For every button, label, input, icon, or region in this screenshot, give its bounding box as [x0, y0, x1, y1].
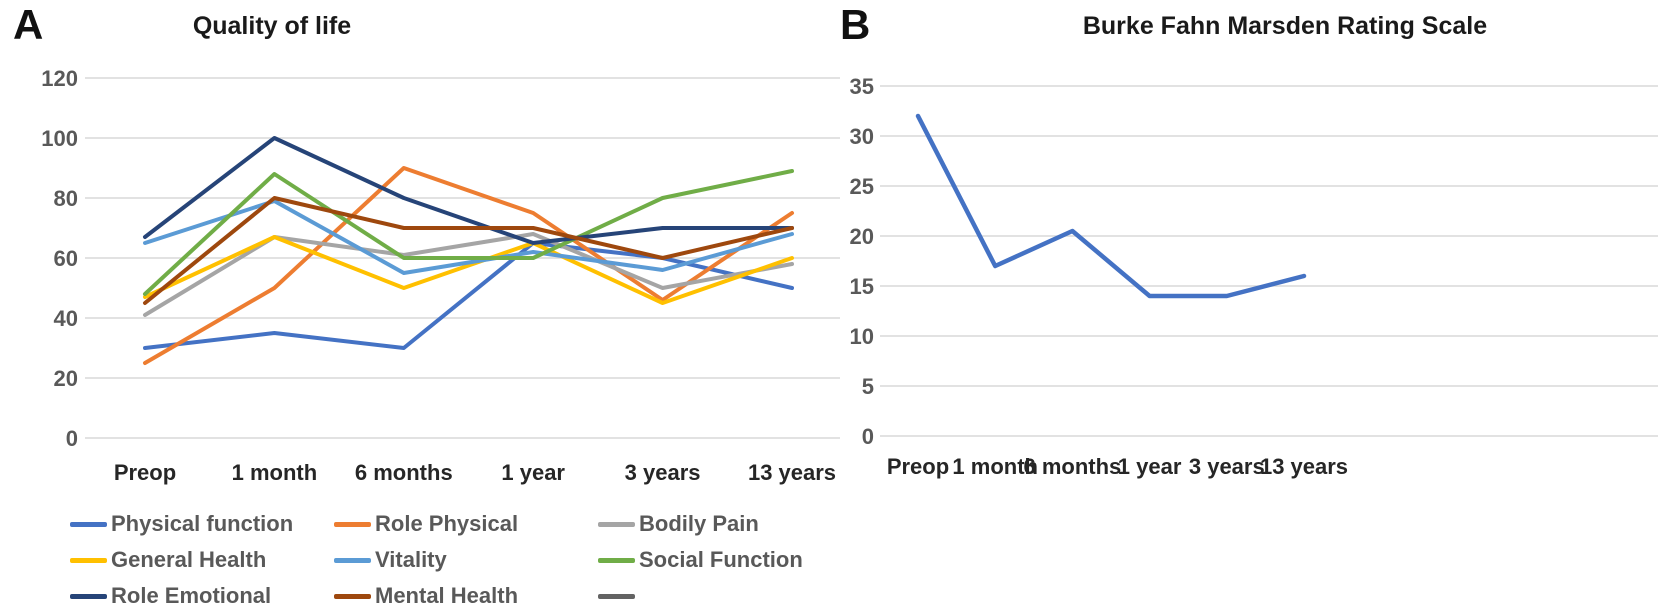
legend-swatch-icon [598, 521, 635, 527]
legend-item: Role Physical [334, 511, 598, 537]
x-axis-label: 6 months [355, 460, 453, 485]
y-tick-label: 20 [850, 224, 874, 249]
x-axis-label: 13 years [1260, 454, 1348, 479]
x-axis-label: 1 month [232, 460, 318, 485]
series-line-social-function [143, 169, 794, 296]
y-tick-label: 5 [862, 374, 874, 399]
legend-item: Bodily Pain [598, 511, 759, 537]
legend-swatch-icon [598, 557, 635, 563]
x-axis-label: 6 months [1024, 454, 1122, 479]
legend-label: Vitality [375, 547, 447, 572]
legend-row: General Health Vitality Social Function [70, 542, 830, 578]
y-tick-label: 15 [850, 274, 874, 299]
x-axis-label: 13 years [748, 460, 836, 485]
x-axis-label: 1 year [1118, 454, 1182, 479]
y-tick-label: 10 [850, 324, 874, 349]
legend-label: General Health [111, 547, 267, 572]
y-tick-label: 100 [41, 126, 78, 151]
x-axis-label: 3 years [625, 460, 701, 485]
x-axis-label: 3 years [1189, 454, 1265, 479]
legend-item: Mental Health [334, 583, 598, 608]
x-axis-label: 1 month [952, 454, 1038, 479]
panel-b-letter: B [840, 1, 871, 48]
legend-item [598, 593, 639, 599]
legend-item: Role Emotional [70, 583, 334, 608]
legend-item: Social Function [598, 547, 803, 573]
series-line-bodily-pain [143, 232, 794, 317]
series-line-vitality [143, 199, 794, 275]
legend-label: Mental Health [375, 583, 519, 608]
x-axis-label: Preop [114, 460, 176, 485]
y-tick-label: 120 [41, 66, 78, 91]
y-tick-label: 80 [54, 186, 78, 211]
legend-item: Physical function [70, 511, 334, 537]
legend-item: Vitality [334, 547, 598, 573]
series-line-mental-health [143, 196, 794, 305]
series-line-unnamed [915, 113, 1307, 299]
x-axis-label: 1 year [501, 460, 565, 485]
quality-of-life-legend: Physical function Role Physical Bodily Pai… [70, 506, 830, 608]
legend-label: Role Emotional [111, 583, 272, 608]
legend-swatch-icon [334, 521, 371, 527]
series-line-general-health [143, 235, 794, 305]
y-tick-label: 20 [54, 366, 78, 391]
legend-label: Social Function [639, 547, 803, 572]
bfm-rating-scale-title: Burke Fahn Marsden Rating Scale [1082, 12, 1488, 40]
panel-a-letter: A [13, 1, 44, 48]
x-axis-label: Preop [887, 454, 949, 479]
legend-label: Physical function [111, 511, 294, 536]
quality-of-life-title: Quality of life [192, 12, 352, 40]
legend-swatch-icon [70, 557, 107, 563]
series-line-role-emotional [143, 136, 794, 245]
legend-swatch-icon [334, 557, 371, 563]
legend-row: Physical function Role Physical Bodily Pai… [70, 506, 830, 542]
legend-label: Role Physical [375, 511, 519, 536]
legend-label: Bodily Pain [639, 511, 759, 536]
y-tick-label: 0 [66, 426, 78, 451]
legend-swatch-icon [598, 593, 635, 599]
y-tick-label: 40 [54, 306, 78, 331]
legend-swatch-icon [70, 521, 107, 527]
legend-swatch-icon [70, 593, 107, 599]
legend-swatch-icon [334, 593, 371, 599]
y-tick-label: 60 [54, 246, 78, 271]
y-tick-label: 25 [850, 174, 874, 199]
y-tick-label: 30 [850, 124, 874, 149]
legend-row: Role Emotional Mental Health [70, 578, 830, 608]
y-tick-label: 0 [862, 424, 874, 449]
legend-item: General Health [70, 547, 334, 573]
y-tick-label: 35 [850, 74, 874, 99]
